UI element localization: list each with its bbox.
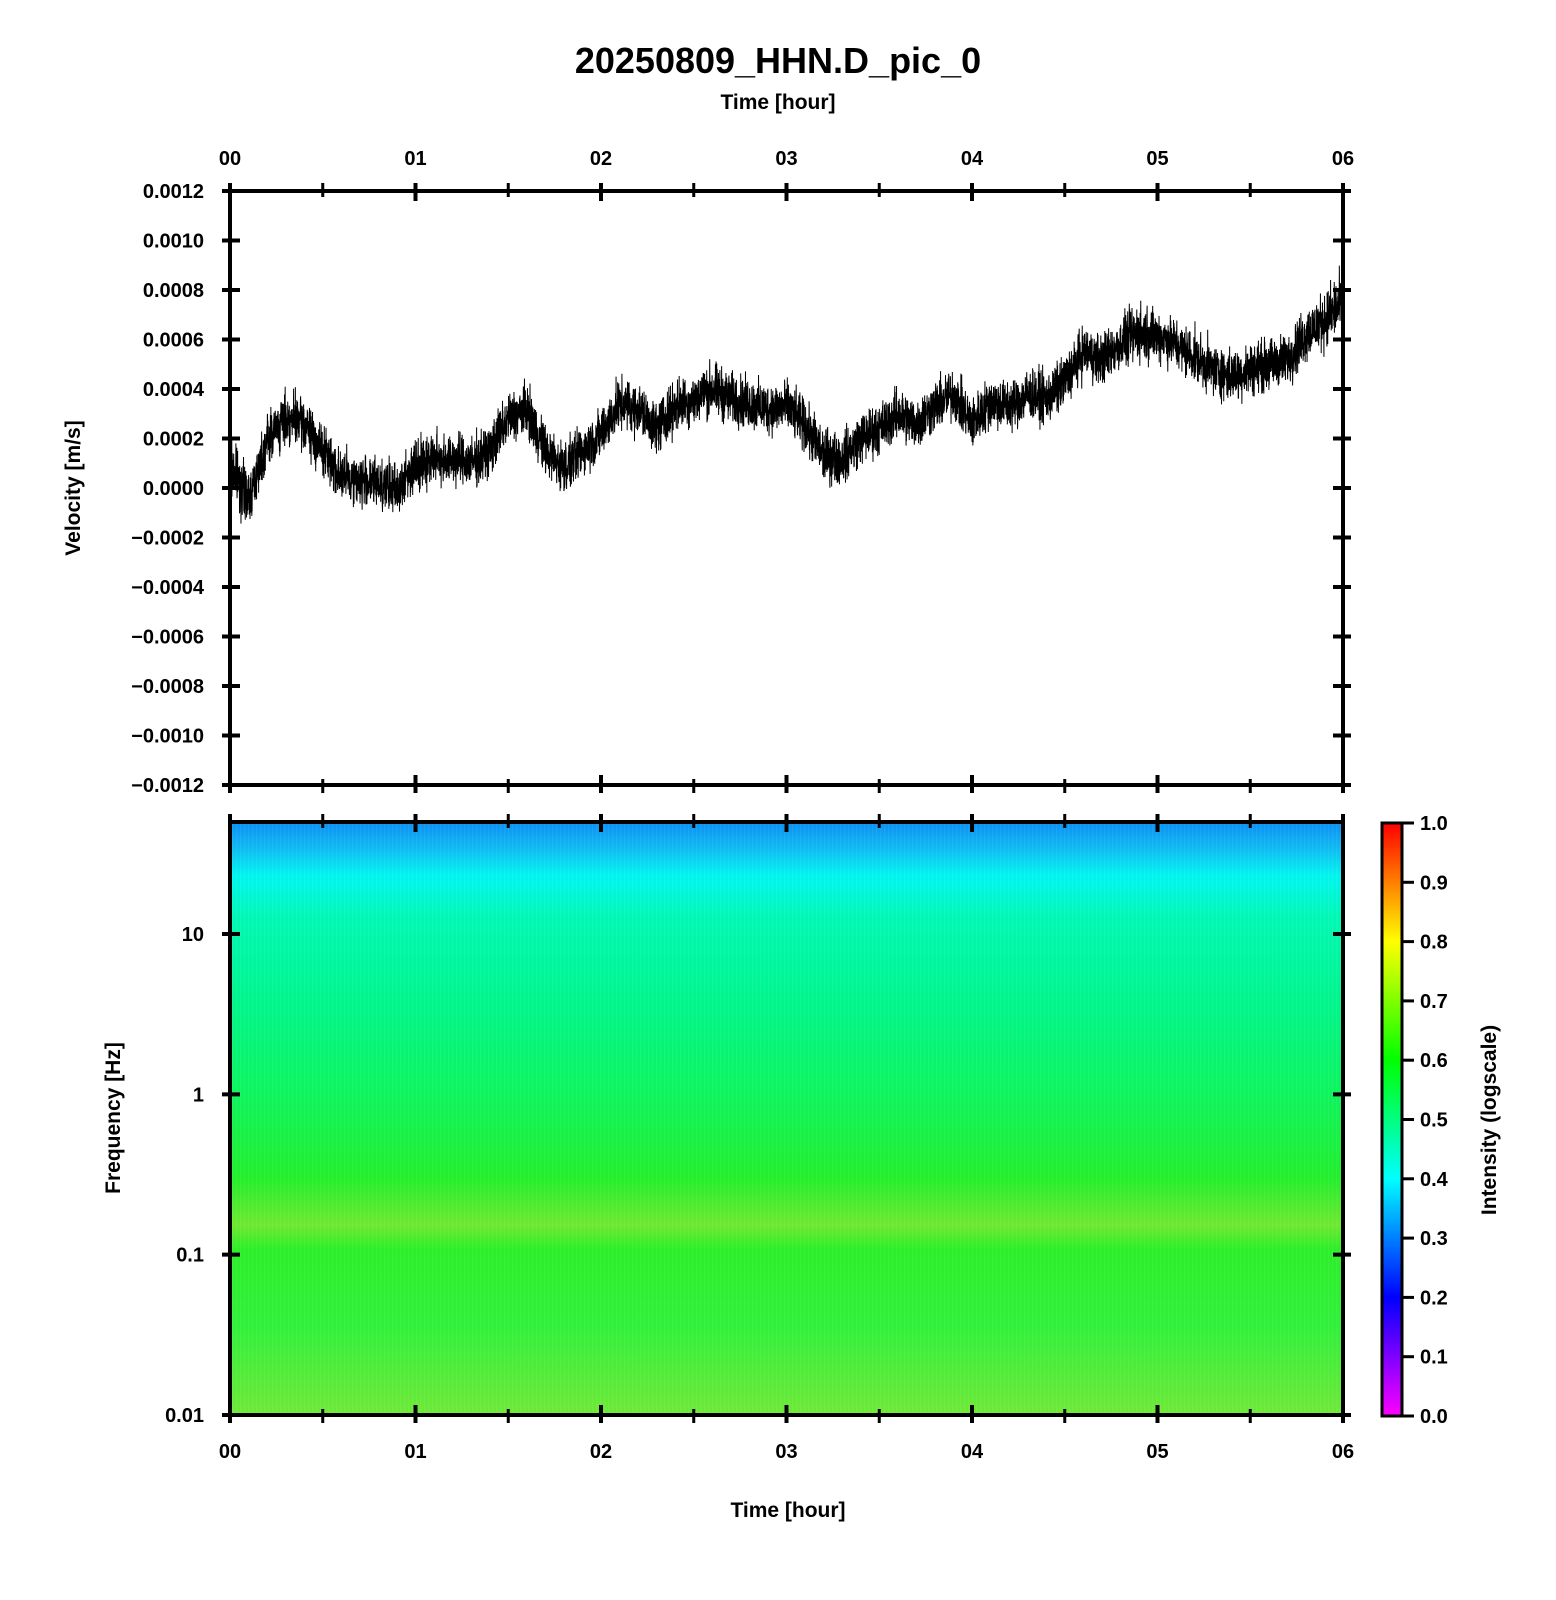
y-tick-label: 0.1 bbox=[176, 1245, 204, 1267]
y-tick-label: −0.0002 bbox=[131, 528, 204, 550]
y-tick-label: −0.0012 bbox=[131, 775, 204, 797]
bottom-x-tick-label: 06 bbox=[1332, 1441, 1354, 1463]
y-tick-label: 10 bbox=[182, 924, 204, 946]
chart-title: 20250809_HHN.D_pic_0 bbox=[575, 40, 981, 81]
top-x-tick-label: 06 bbox=[1332, 148, 1354, 170]
y-tick-label: 0.0002 bbox=[143, 429, 204, 451]
frequency-axis-label: Frequency [Hz] bbox=[102, 1042, 125, 1194]
spectrogram-panel: 10 1 0.1 0.01 00 01 02 03 04 05 06 bbox=[165, 814, 1354, 1463]
top-x-tick-label: 04 bbox=[961, 148, 984, 170]
y-tick-label: 0.0008 bbox=[143, 280, 204, 302]
colorbar-tick-label: 0.4 bbox=[1420, 1169, 1449, 1191]
y-tick-label: 0.0004 bbox=[143, 379, 205, 401]
bottom-x-tick-label: 00 bbox=[219, 1441, 241, 1463]
bottom-x-tick-label: 01 bbox=[404, 1441, 426, 1463]
bottom-x-tick-label: 03 bbox=[775, 1441, 797, 1463]
top-x-tick-label: 05 bbox=[1146, 148, 1168, 170]
y-tick-label: −0.0004 bbox=[131, 577, 205, 599]
colorbar-tick-label: 0.3 bbox=[1420, 1228, 1448, 1250]
y-tick-label: −0.0010 bbox=[131, 726, 204, 748]
y-tick-label: 0.0000 bbox=[143, 478, 204, 500]
y-tick-label: −0.0006 bbox=[131, 627, 204, 649]
bottom-x-tick-label: 04 bbox=[961, 1441, 984, 1463]
colorbar-tick-label: 0.9 bbox=[1420, 872, 1448, 894]
top-x-axis-label: Time [hour] bbox=[720, 91, 835, 114]
colorbar-tick-label: 0.1 bbox=[1420, 1347, 1448, 1369]
spectrogram-ticks: 10 1 0.1 0.01 00 01 02 03 04 05 06 bbox=[165, 814, 1354, 1463]
colorbar-ticks: 1.0 0.9 0.8 0.7 0.6 0.5 0.4 0.3 0.2 0.1 0.0 bbox=[1402, 813, 1449, 1428]
waveform-panel: 0.0012 0.0010 0.0008 0.0006 0.0004 0.0002 0.00… bbox=[131, 148, 1354, 797]
colorbar: 1.0 0.9 0.8 0.7 0.6 0.5 0.4 0.3 0.2 0.1 0.0 bbox=[1380, 813, 1449, 1428]
colorbar-tick-label: 0.2 bbox=[1420, 1287, 1448, 1309]
colorbar-tick-label: 0.7 bbox=[1420, 991, 1448, 1013]
velocity-axis-label: Velocity [m/s] bbox=[62, 420, 85, 555]
top-x-tick-label: 02 bbox=[590, 148, 612, 170]
spectrogram-texture bbox=[230, 822, 1343, 1415]
bottom-x-tick-label: 05 bbox=[1146, 1441, 1168, 1463]
colorbar-label: Intensity (logscale) bbox=[1478, 1025, 1501, 1215]
colorbar-tick-label: 0.5 bbox=[1420, 1110, 1448, 1132]
colorbar-tick-label: 1.0 bbox=[1420, 813, 1448, 835]
colorbar-tick-label: 0.8 bbox=[1420, 932, 1448, 954]
y-tick-label: 0.01 bbox=[165, 1405, 204, 1427]
waveform-series-line bbox=[229, 265, 1344, 524]
top-x-tick-label: 01 bbox=[404, 148, 426, 170]
colorbar-tick-label: 0.0 bbox=[1420, 1406, 1448, 1428]
waveform-ticks: 0.0012 0.0010 0.0008 0.0006 0.0004 0.0002 0.00… bbox=[131, 148, 1354, 797]
y-tick-label: 0.0006 bbox=[143, 330, 204, 352]
y-tick-label: 1 bbox=[193, 1084, 204, 1106]
top-x-tick-label: 03 bbox=[775, 148, 797, 170]
top-x-tick-label: 00 bbox=[219, 148, 241, 170]
colorbar-gradient bbox=[1382, 823, 1402, 1416]
y-tick-label: 0.0012 bbox=[143, 181, 204, 203]
colorbar-tick-label: 0.6 bbox=[1420, 1050, 1448, 1072]
bottom-x-tick-label: 02 bbox=[590, 1441, 612, 1463]
y-tick-label: −0.0008 bbox=[131, 676, 204, 698]
y-tick-label: 0.0010 bbox=[143, 231, 204, 253]
bottom-x-axis-label: Time [hour] bbox=[730, 1499, 845, 1522]
